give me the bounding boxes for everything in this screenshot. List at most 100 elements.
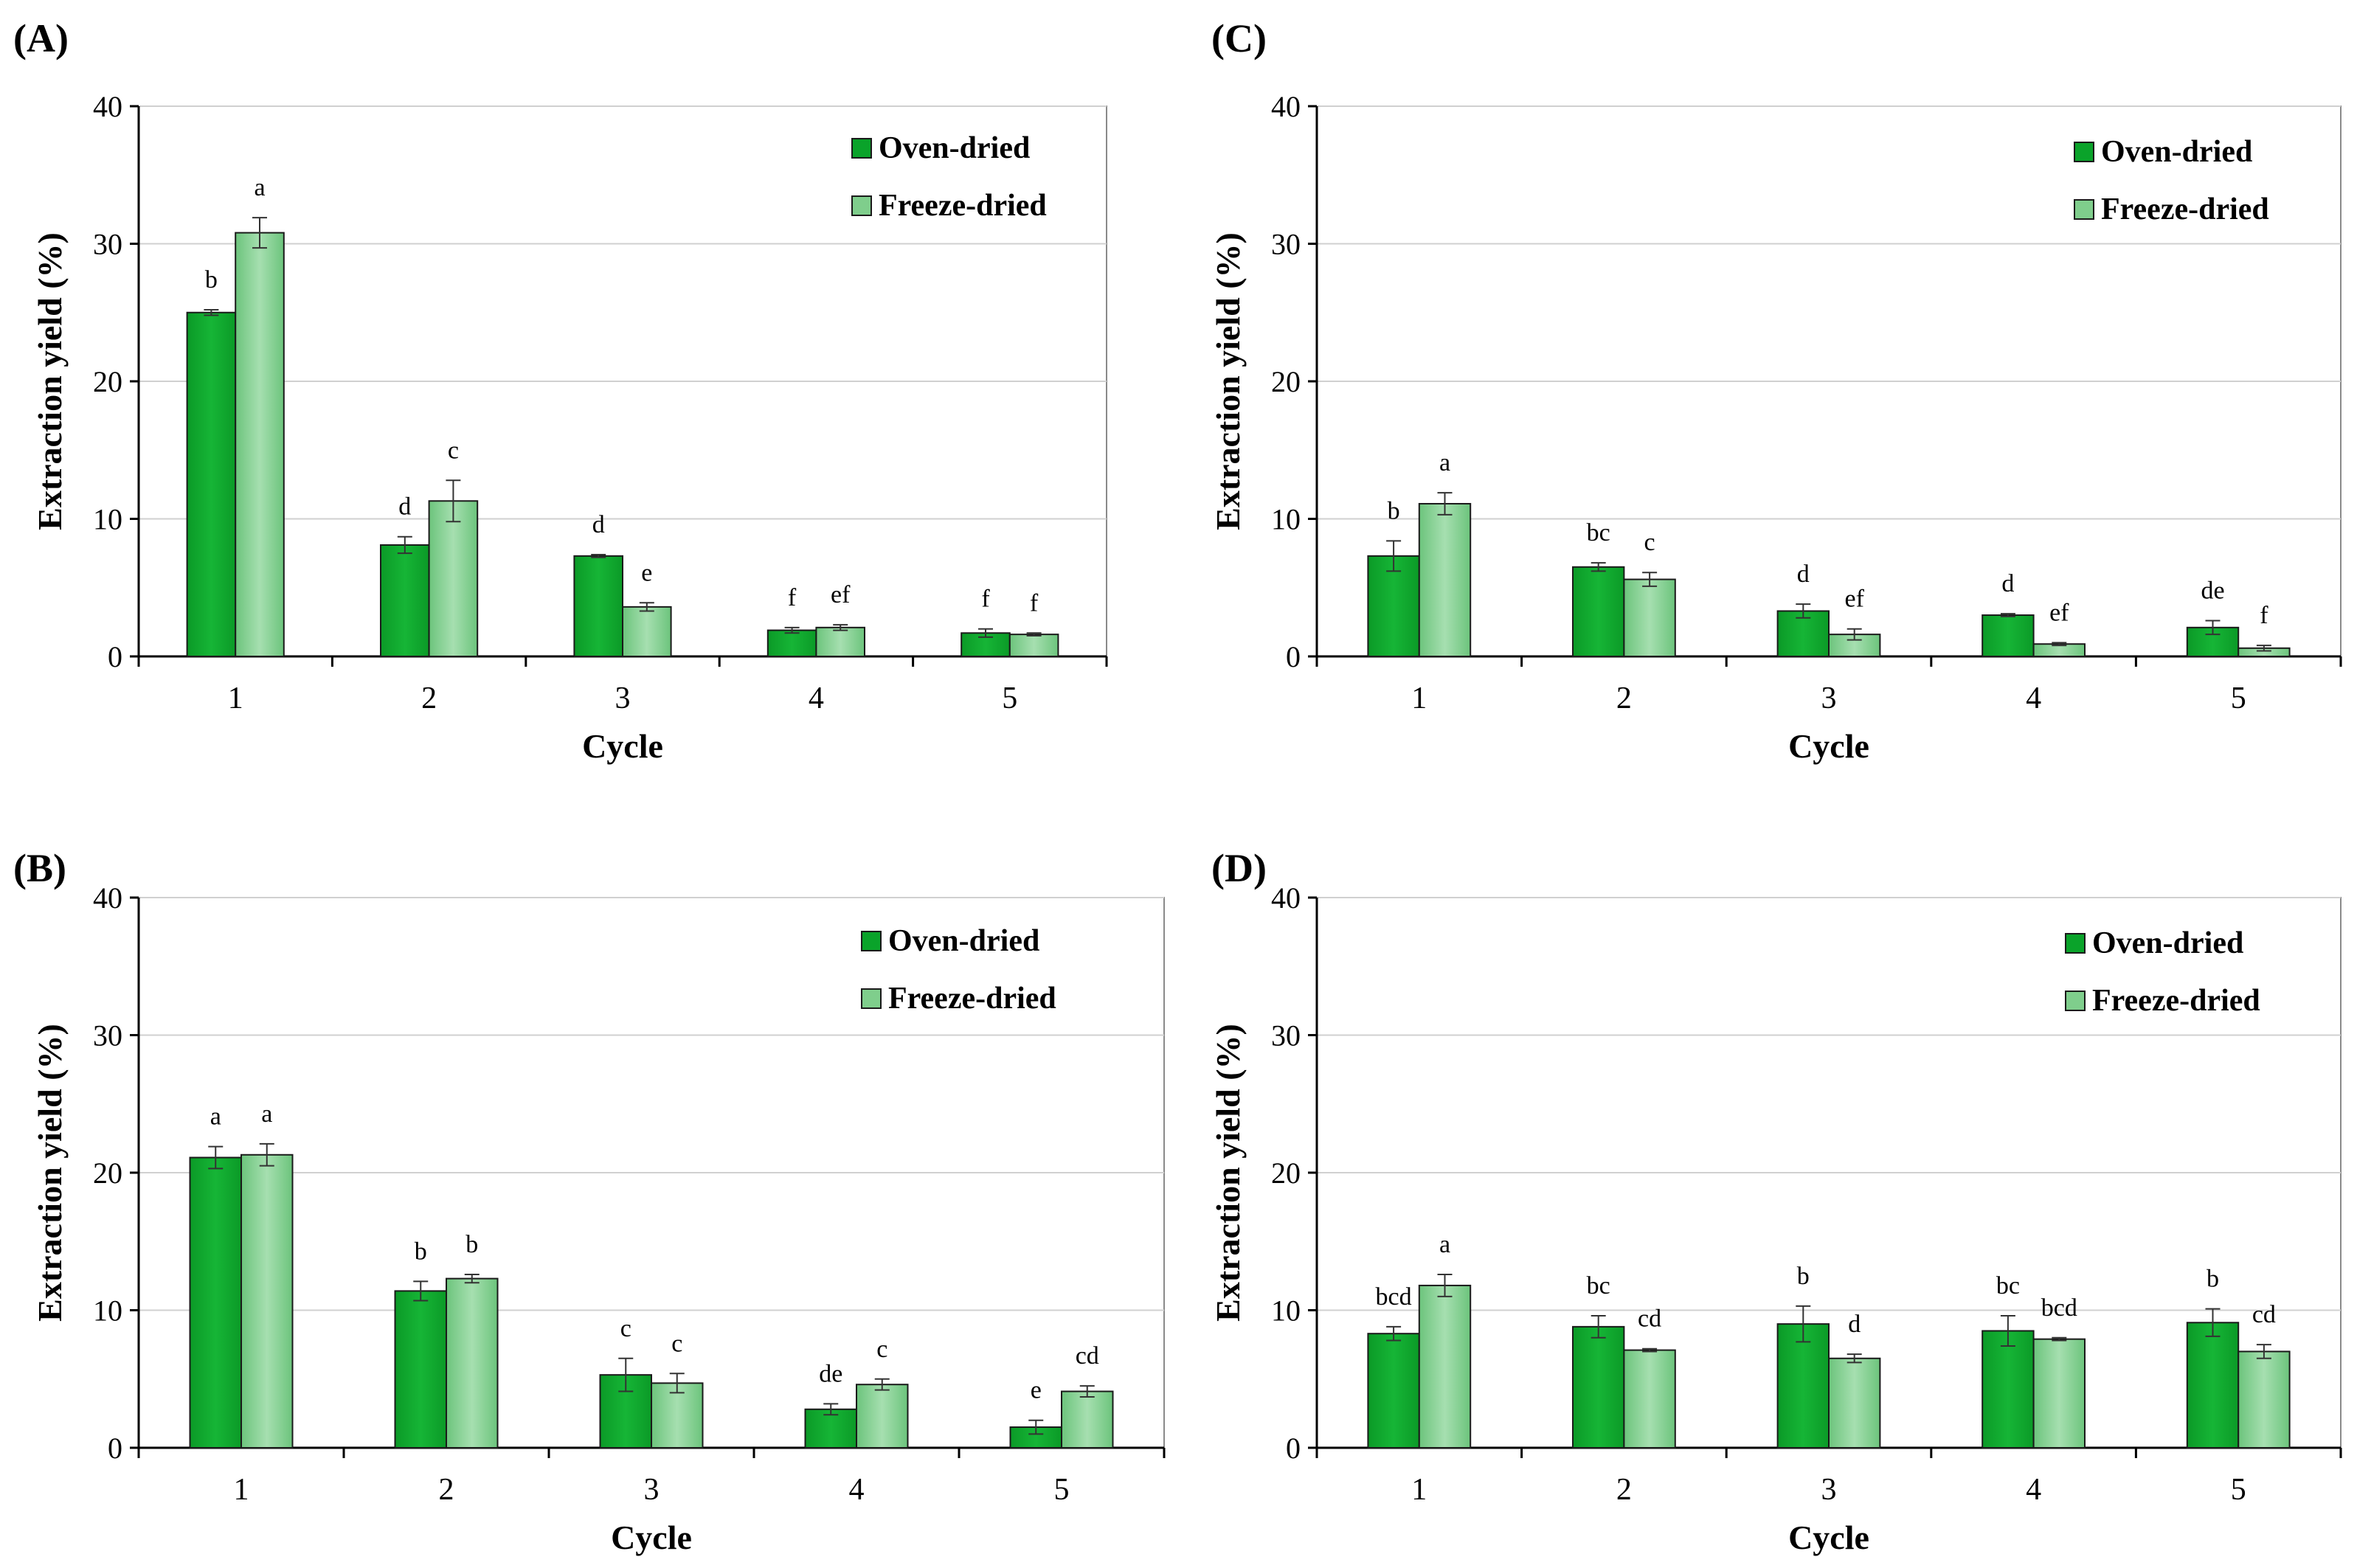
legend-swatch-oven-dried <box>2065 933 2086 954</box>
bar-freeze-dried <box>235 232 285 657</box>
significance-letter: ef <box>831 581 851 608</box>
significance-letter: ef <box>1844 586 1864 613</box>
bar-freeze-dried <box>1061 1390 1114 1449</box>
bar-oven-dried <box>380 544 430 657</box>
x-tick-label: 3 <box>1821 1473 1837 1507</box>
bar-freeze-dried <box>2237 1350 2291 1449</box>
x-tick-label: 1 <box>1411 681 1427 715</box>
significance-letter: a <box>254 174 265 201</box>
x-tick-label: 1 <box>234 1473 249 1507</box>
significance-letter: cd <box>2252 1301 2276 1328</box>
y-axis-title: Extraction yield (%) <box>31 1024 69 1322</box>
x-axis-title: Cycle <box>582 727 663 765</box>
y-tick-label: 20 <box>1271 1156 1301 1190</box>
legend-label: Oven-dried <box>879 131 1030 165</box>
legend-background <box>853 920 1096 1030</box>
bar-oven-dried <box>804 1408 857 1449</box>
x-tick-label: 5 <box>2231 1473 2246 1507</box>
y-tick-label: 30 <box>93 228 122 261</box>
y-tick-label: 10 <box>1271 1294 1301 1328</box>
x-tick-label: 4 <box>2026 1473 2041 1507</box>
legend-background <box>2057 922 2300 1033</box>
y-tick-label: 40 <box>1271 90 1301 123</box>
legend-label: Oven-dried <box>2101 135 2252 169</box>
y-tick-label: 20 <box>1271 365 1301 398</box>
bar-oven-dried <box>2186 1322 2240 1449</box>
bar-freeze-dried <box>446 1277 499 1449</box>
y-tick-label: 30 <box>1271 1019 1301 1052</box>
bar-freeze-dried <box>622 606 672 657</box>
significance-letter: f <box>2260 602 2268 629</box>
y-tick-label: 0 <box>1286 640 1301 673</box>
x-axis-title: Cycle <box>1788 727 1869 765</box>
y-tick-label: 40 <box>93 90 122 123</box>
legend-label: Freeze-dried <box>2092 984 2260 1018</box>
x-tick-label: 2 <box>1616 681 1632 715</box>
x-tick-label: 4 <box>2026 681 2041 715</box>
bar-freeze-dried <box>1623 578 1676 657</box>
x-tick-label: 5 <box>1002 681 1017 715</box>
bar-freeze-dried <box>428 500 479 657</box>
significance-letter: b <box>1797 1263 1810 1290</box>
significance-letter: d <box>1848 1311 1861 1338</box>
y-tick-label: 40 <box>93 881 122 915</box>
chart-panel-4: (D)0102030401bcda2bccd3bd4bcbcd5bcdCycle… <box>1209 846 2342 1556</box>
bar-oven-dried <box>1572 1325 1625 1449</box>
y-axis-title: Extraction yield (%) <box>1209 232 1247 530</box>
significance-letter: de <box>2201 577 2224 605</box>
x-tick-label: 5 <box>1054 1473 1070 1507</box>
bar-freeze-dried <box>2032 1338 2086 1449</box>
significance-letter: c <box>620 1315 631 1342</box>
x-tick-label: 1 <box>228 681 243 715</box>
panel-label: (C) <box>1211 16 1267 60</box>
significance-letter: b <box>2207 1266 2219 1293</box>
legend-label: Freeze-dried <box>879 189 1047 223</box>
legend: Oven-dried Freeze-dried <box>2066 131 2309 241</box>
y-tick-label: 0 <box>1286 1432 1301 1465</box>
x-tick-label: 3 <box>615 681 631 715</box>
legend: Oven-dried Freeze-dried <box>853 920 1096 1030</box>
significance-letter: f <box>1030 589 1039 617</box>
x-tick-label: 5 <box>2231 681 2246 715</box>
significance-letter: d <box>2001 570 2014 597</box>
legend-swatch-freeze-dried <box>861 988 882 1009</box>
bar-freeze-dried <box>1008 634 1059 657</box>
significance-letter: b <box>205 266 218 294</box>
significance-letter: c <box>448 437 459 464</box>
panel-label: (A) <box>13 16 69 60</box>
legend-swatch-oven-dried <box>851 138 872 159</box>
bar-freeze-dried <box>1828 1357 1881 1449</box>
bar-freeze-dried <box>815 626 866 658</box>
bar-oven-dried <box>1776 1323 1830 1449</box>
significance-letter: b <box>415 1238 427 1265</box>
significance-letter: bcd <box>2041 1294 2077 1322</box>
significance-letter: c <box>876 1336 887 1363</box>
significance-letter: a <box>210 1103 221 1131</box>
y-axis-title: Extraction yield (%) <box>1209 1024 1247 1322</box>
significance-letter: cd <box>1076 1342 1099 1370</box>
y-axis-title: Extraction yield (%) <box>31 232 69 530</box>
significance-letter: cd <box>1638 1305 1661 1333</box>
x-axis-title: Cycle <box>611 1519 692 1556</box>
significance-letter: d <box>1797 561 1810 588</box>
significance-letter: f <box>981 586 990 613</box>
legend-swatch-freeze-dried <box>2065 991 2086 1011</box>
x-tick-label: 3 <box>1821 681 1837 715</box>
bar-freeze-dried <box>856 1384 909 1449</box>
x-tick-label: 4 <box>849 1473 865 1507</box>
significance-letter: bc <box>1587 519 1610 547</box>
significance-letter: bc <box>1587 1272 1610 1300</box>
y-tick-label: 10 <box>1271 503 1301 536</box>
y-tick-label: 10 <box>93 1294 122 1328</box>
significance-letter: e <box>641 559 652 586</box>
bar-freeze-dried <box>240 1154 294 1449</box>
bar-oven-dried <box>186 311 237 657</box>
significance-letter: bcd <box>1376 1283 1412 1311</box>
bar-oven-dried <box>1367 1333 1420 1449</box>
x-axis-title: Cycle <box>1788 1519 1869 1556</box>
significance-letter: a <box>1439 449 1450 476</box>
significance-letter: b <box>1388 497 1400 524</box>
significance-letter: b <box>465 1231 478 1258</box>
significance-letter: de <box>819 1360 842 1387</box>
